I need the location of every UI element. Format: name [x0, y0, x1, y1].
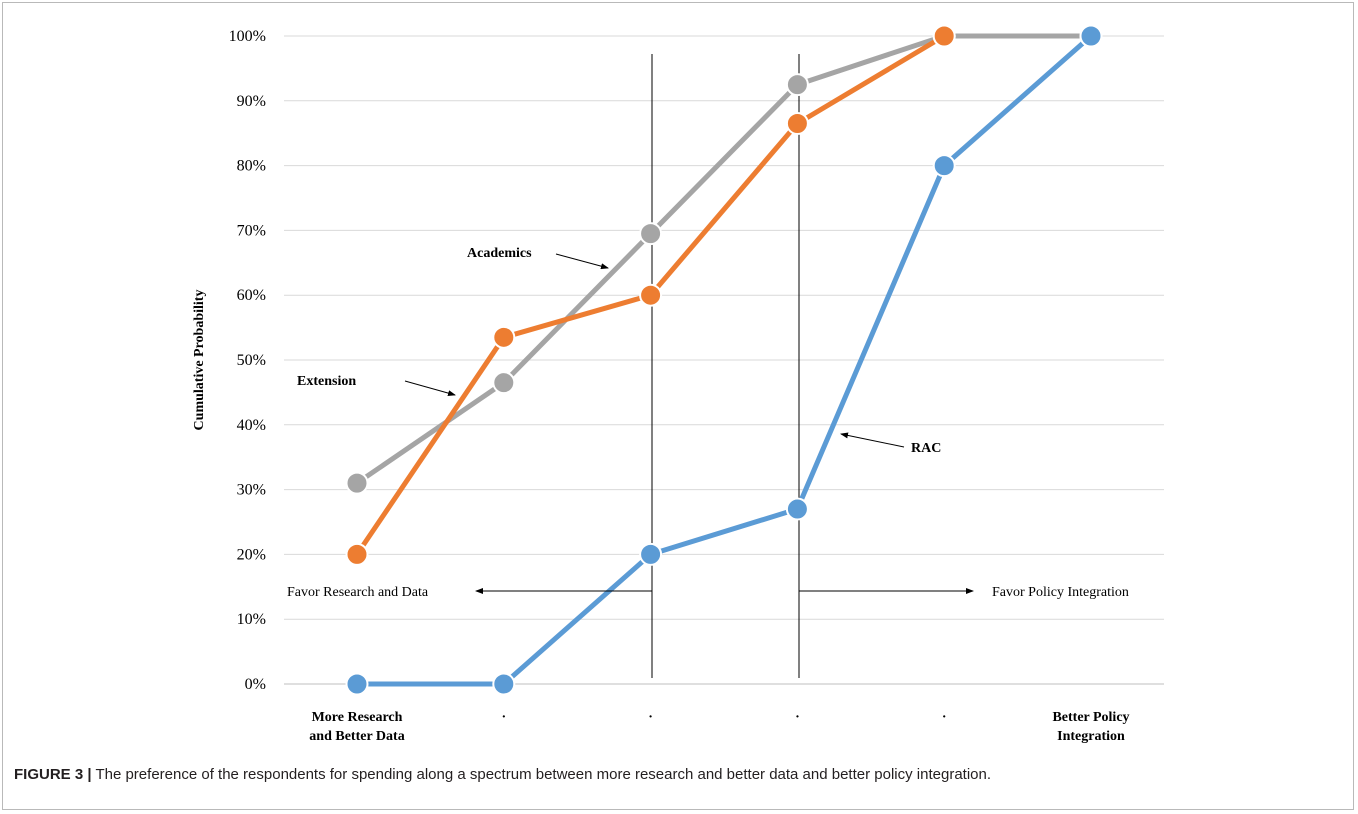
- figure-caption: FIGURE 3 | The preference of the respond…: [14, 766, 1334, 783]
- x-tick-label: Better Policy Integration: [1052, 710, 1129, 744]
- y-tick-label: 0%: [245, 676, 266, 693]
- figure-label: FIGURE 3 |: [14, 766, 92, 783]
- data-point-rac: [1079, 24, 1103, 48]
- data-point-extension: [785, 111, 809, 135]
- y-tick-label: 90%: [237, 93, 266, 110]
- series-line-rac: [357, 34, 1093, 687]
- y-tick-label: 40%: [237, 417, 266, 434]
- figure-caption-text: The preference of the respondents for sp…: [95, 766, 992, 783]
- annotation-favor-research-label: Favor Research and Data: [287, 585, 429, 600]
- series-line-academics: [355, 33, 1091, 486]
- y-tick-label: 80%: [237, 158, 266, 175]
- annotation-extension-label: Extension: [297, 374, 356, 389]
- data-point-academics: [492, 371, 516, 395]
- data-point-academics: [785, 73, 809, 97]
- data-point-extension: [639, 283, 663, 307]
- data-point-extension: [932, 24, 956, 48]
- data-point-extension: [492, 325, 516, 349]
- y-tick-label: 10%: [237, 611, 266, 628]
- x-tick-label: ·: [648, 710, 653, 725]
- annotation-rac-arrow: [840, 432, 905, 448]
- y-tick-label: 100%: [229, 28, 266, 45]
- data-point-academics: [639, 222, 663, 246]
- annotation-favor-policy-label: Favor Policy Integration: [992, 585, 1129, 600]
- annotations: Academics Extension RAC Favor Research a…: [287, 246, 1129, 600]
- y-tick-label: 70%: [237, 222, 266, 239]
- data-point-extension: [345, 542, 369, 566]
- annotation-rac-label: RAC: [911, 441, 941, 456]
- y-tick-label: 60%: [237, 287, 266, 304]
- x-tick-label: ·: [942, 710, 947, 725]
- y-tick-label: 30%: [237, 482, 266, 499]
- x-axis-tick-labels: More Research and Better Data · · · · Better P…: [309, 710, 1129, 744]
- annotation-academics-arrow: [555, 253, 609, 270]
- annotation-academics-label: Academics: [467, 246, 532, 261]
- cumulative-probability-chart: 0% 10% 20% 30% 40% 50% 60% 70% 80% 90% 100% More R…: [192, 24, 1164, 744]
- data-point-rac: [345, 672, 369, 696]
- y-tick-label: 20%: [237, 546, 266, 563]
- y-tick-label: 50%: [237, 352, 266, 369]
- data-point-rac: [932, 154, 956, 178]
- annotation-extension-arrow: [404, 380, 456, 397]
- x-tick-label: ·: [795, 710, 800, 725]
- data-point-rac: [785, 497, 809, 521]
- x-tick-label: More Research and Better Data: [309, 710, 404, 744]
- data-point-rac: [639, 542, 663, 566]
- y-axis-tick-labels: 0% 10% 20% 30% 40% 50% 60% 70% 80% 90% 100%: [229, 28, 266, 693]
- x-tick-label: ·: [501, 710, 506, 725]
- data-point-rac: [492, 672, 516, 696]
- data-point-academics: [345, 471, 369, 495]
- series-points: [345, 24, 1103, 696]
- y-axis-title: Cumulative Probability: [192, 290, 207, 431]
- region-dividers: [651, 54, 800, 678]
